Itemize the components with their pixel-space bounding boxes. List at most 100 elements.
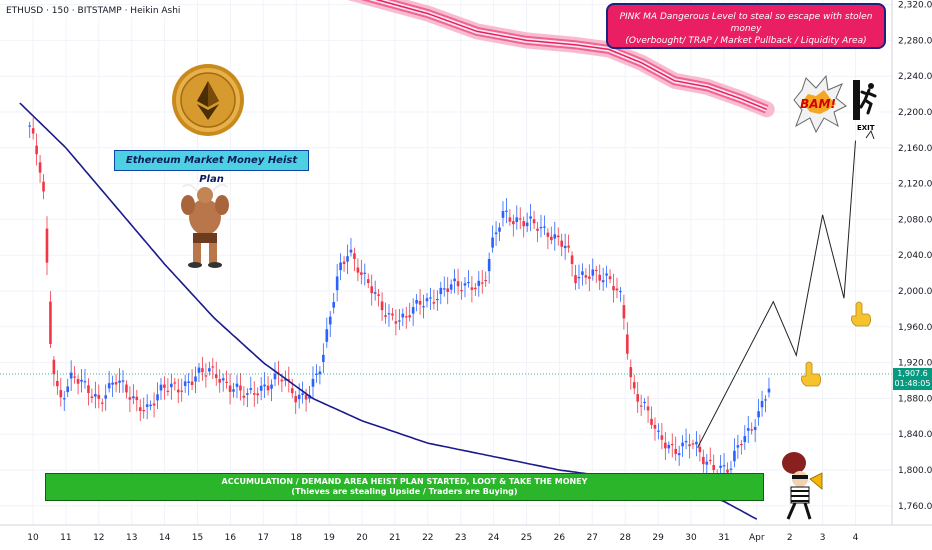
candle-body (311, 378, 315, 387)
candle-body (581, 271, 584, 275)
candle-body (59, 390, 63, 398)
symbol-header[interactable]: ETHUSD · 150 · BITSTAMP · Heikin Ashi (4, 5, 183, 17)
candle-body (201, 368, 204, 373)
candle-body (698, 446, 702, 453)
candle-body (643, 401, 646, 404)
time-tick-label: 4 (853, 533, 859, 543)
candle-body (408, 315, 412, 318)
pink-ma-core (375, 0, 767, 110)
ethereum-coin-icon (172, 64, 244, 136)
time-tick-label: 24 (488, 533, 500, 543)
time-tick-label: 31 (718, 533, 729, 543)
candle-body (439, 287, 443, 295)
candle-body (743, 436, 747, 443)
candle-body (570, 255, 574, 265)
candle-body (142, 409, 146, 412)
candle-body (42, 181, 45, 192)
time-tick-label: 12 (93, 533, 104, 543)
candle-body (173, 382, 177, 384)
time-tick-label: Apr (749, 533, 765, 543)
candles (28, 117, 771, 483)
price-axis[interactable]: 2,320.00 2,280.00 2,240.00 2,200.00 2,160.00… (891, 0, 932, 550)
price-tick-label: 2,080.00 (898, 215, 932, 225)
candle-body (69, 372, 73, 379)
candle-body (653, 424, 657, 429)
candle-body (49, 301, 52, 344)
candle-body (487, 258, 491, 272)
candle-body (135, 396, 139, 401)
candle-body (705, 461, 709, 465)
candle-body (764, 399, 767, 401)
price-tick-label: 1,920.00 (898, 359, 932, 369)
candle-body (66, 386, 70, 393)
candle-body (128, 397, 132, 400)
candle-body (246, 393, 249, 395)
candle-body (163, 384, 166, 388)
candle-body (646, 406, 650, 411)
candle-body (87, 385, 90, 394)
candle-body (612, 286, 615, 291)
candle-body (259, 385, 263, 391)
candle-body (290, 388, 294, 394)
candle-body (536, 228, 539, 231)
time-tick-label: 25 (521, 533, 532, 543)
candle-body (722, 465, 726, 467)
time-tick-label: 27 (587, 533, 598, 543)
candle-body (31, 128, 35, 134)
candle-body (446, 288, 450, 292)
time-tick-label: 29 (652, 533, 664, 543)
candle-body (284, 379, 287, 381)
candle-body (501, 211, 505, 218)
candle-body (242, 395, 246, 398)
candle-body (366, 279, 370, 284)
candle-body (62, 398, 66, 400)
price-tick-label: 1,760.00 (898, 502, 932, 512)
candle-body (315, 373, 318, 376)
exit-arrow (865, 129, 875, 140)
candle-body (97, 394, 101, 399)
candle-body (539, 226, 543, 229)
candle-body (626, 334, 629, 354)
candle-body (363, 272, 367, 274)
time-tick-label: 3 (820, 533, 826, 543)
candle-body (356, 267, 360, 273)
candle-body (456, 281, 460, 287)
candle-body (384, 315, 387, 317)
time-tick-label: 14 (159, 533, 171, 543)
candle-body (736, 445, 740, 448)
price-tick-label: 1,880.00 (898, 394, 932, 404)
candle-body (73, 376, 76, 378)
candle-body (760, 401, 764, 408)
candle-body (567, 245, 570, 248)
candle-body (474, 287, 477, 290)
candle-body (619, 290, 622, 293)
candle-body (477, 280, 481, 286)
candle-body (432, 302, 436, 304)
candle-body (543, 226, 546, 228)
candle-body (404, 316, 408, 318)
price-tick-label: 2,240.00 (898, 72, 932, 82)
candle-body (280, 379, 284, 382)
candle-body (214, 374, 218, 379)
candle-body (512, 221, 515, 225)
candle-body (436, 298, 439, 301)
candle-body (563, 245, 567, 249)
candle-body (187, 381, 190, 383)
candle-body (190, 381, 194, 386)
candle-body (463, 283, 467, 286)
candle-body (342, 261, 346, 264)
candle-body (556, 235, 560, 238)
thief-with-money-bag-icon (782, 452, 823, 520)
candle-body (733, 450, 736, 462)
candle-body (767, 388, 771, 393)
candle-body (322, 354, 325, 362)
time-axis[interactable]: 10 11 12 13 14 15 16 17 18 19 20 21 22 23 24 25 26 27 28 29… (0, 524, 932, 543)
candle-body (353, 253, 356, 259)
price-tick-label: 2,160.00 (898, 144, 932, 154)
candle-body (491, 237, 494, 248)
price-tick-label: 2,040.00 (898, 251, 932, 261)
candle-body (684, 440, 688, 443)
pointing-hand-icon (851, 301, 872, 327)
candle-body (394, 321, 398, 324)
